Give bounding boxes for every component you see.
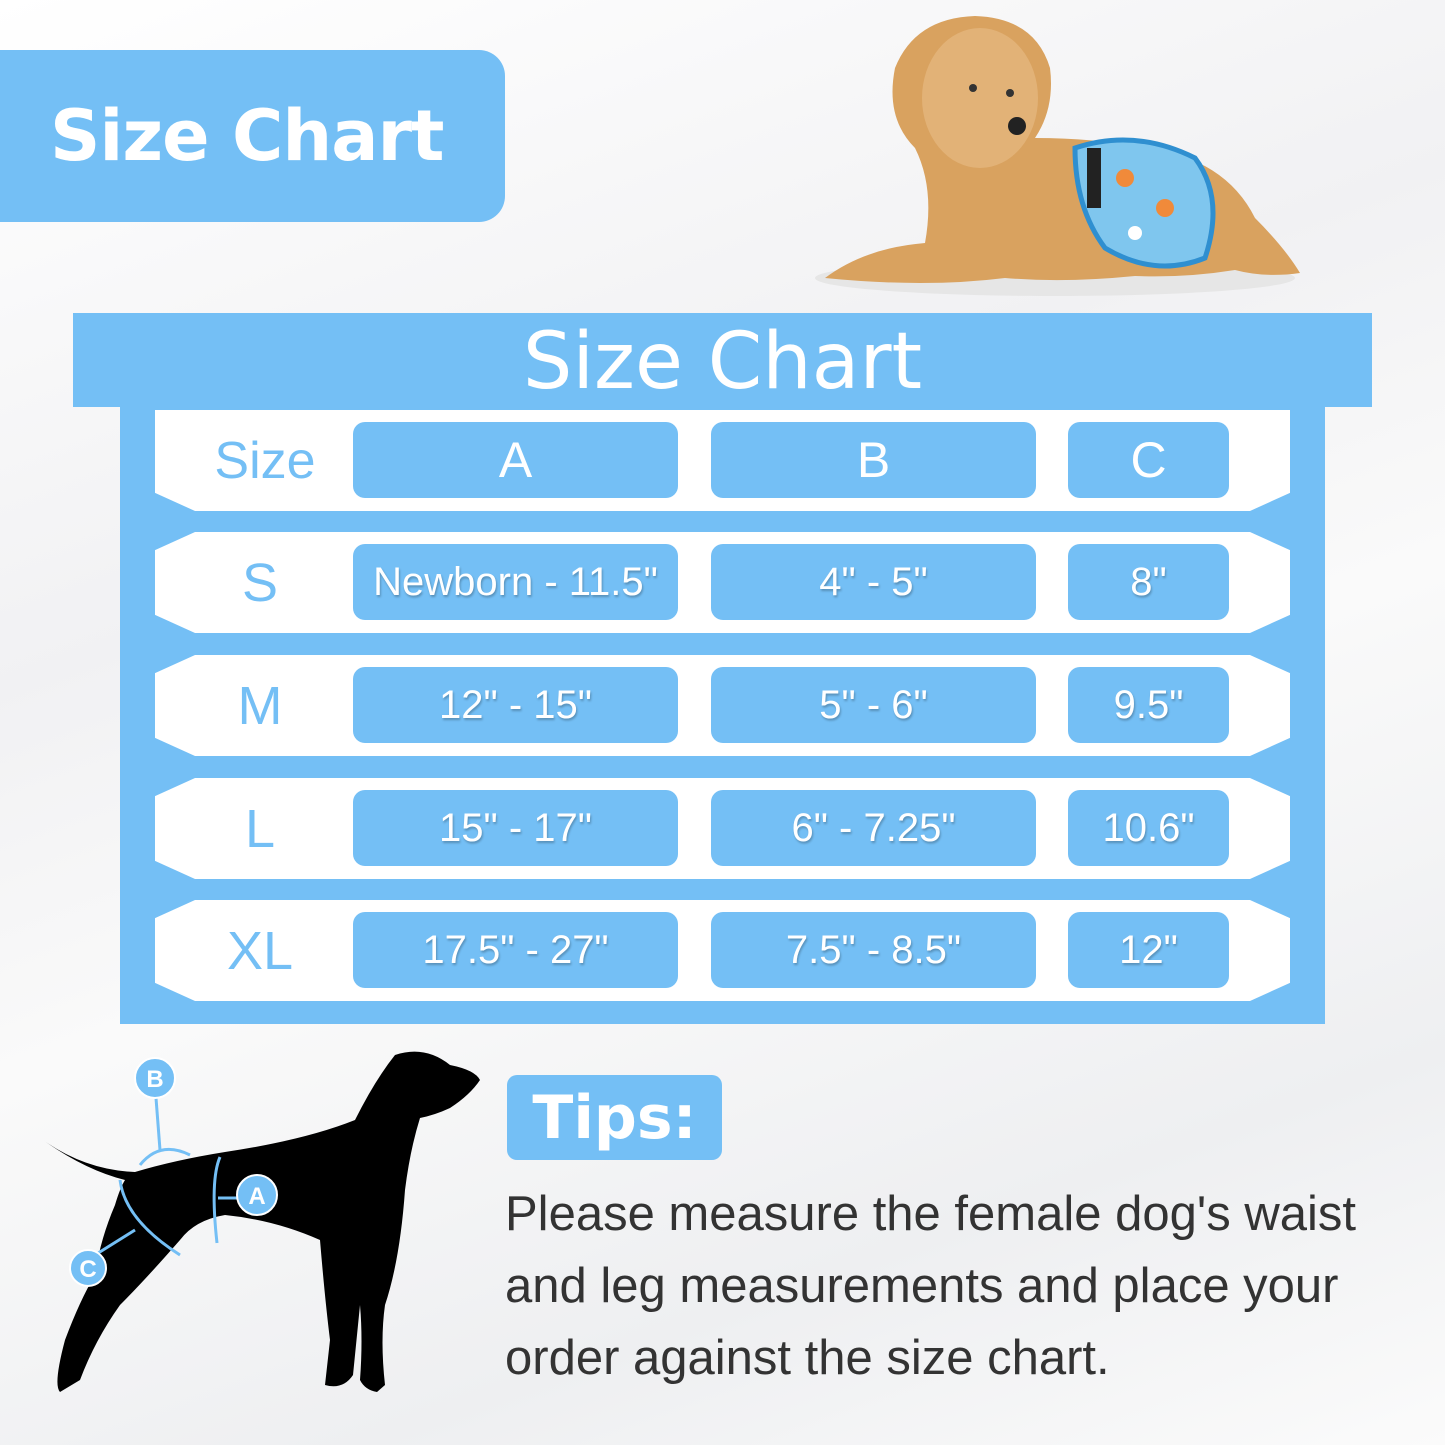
puppy-wearing-diaper-image (815, 16, 1300, 296)
cell-c: 10.6" (1068, 790, 1229, 866)
header-size: Size (214, 431, 316, 490)
table-row: M 12" - 15" 5" - 6" 9.5" (155, 655, 1290, 756)
tips-label-text: Tips: (532, 1082, 697, 1153)
tips-text: Please measure the female dog's waist an… (505, 1187, 1356, 1385)
cell-a: 12" - 15" (353, 667, 678, 743)
title-label: Size Chart (0, 50, 505, 222)
cell-a: 15" - 17" (353, 790, 678, 866)
header-c: C (1068, 422, 1229, 498)
marker-a: A (236, 1174, 278, 1216)
size-label: L (244, 798, 276, 859)
svg-text:B: B (146, 1066, 163, 1093)
cell-b: 5" - 6" (711, 667, 1036, 743)
table-header-row: Size A B C (155, 410, 1290, 511)
title-text: Size Chart (50, 95, 444, 177)
table-row: S Newborn - 11.5" 4" - 5" 8" (155, 532, 1290, 633)
size-chart-banner: Size Chart (73, 313, 1372, 407)
cell-c: 8" (1068, 544, 1229, 620)
banner-title: Size Chart (522, 317, 923, 407)
size-label: S (241, 552, 279, 613)
cell-a: Newborn - 11.5" (353, 544, 678, 620)
dog-silhouette (43, 1051, 480, 1392)
dog-measurement-diagram: B A C (43, 1051, 480, 1392)
header-b: B (711, 422, 1036, 498)
table-row: XL 17.5" - 27" 7.5" - 8.5" 12" (155, 900, 1290, 1001)
tips-label: Tips: (507, 1075, 722, 1160)
cell-c: 12" (1068, 912, 1229, 988)
cell-c: 9.5" (1068, 667, 1229, 743)
cell-b: 7.5" - 8.5" (711, 912, 1036, 988)
cell-a: 17.5" - 27" (353, 912, 678, 988)
cell-b: 4" - 5" (711, 544, 1036, 620)
size-label: XL (226, 920, 294, 981)
header-a: A (353, 422, 678, 498)
size-label: M (237, 675, 283, 736)
marker-c: C (69, 1249, 107, 1287)
svg-text:C: C (79, 1256, 96, 1283)
marker-b: B (134, 1057, 176, 1099)
svg-text:A: A (248, 1183, 265, 1210)
table-row: L 15" - 17" 6" - 7.25" 10.6" (155, 778, 1290, 879)
cell-b: 6" - 7.25" (711, 790, 1036, 866)
